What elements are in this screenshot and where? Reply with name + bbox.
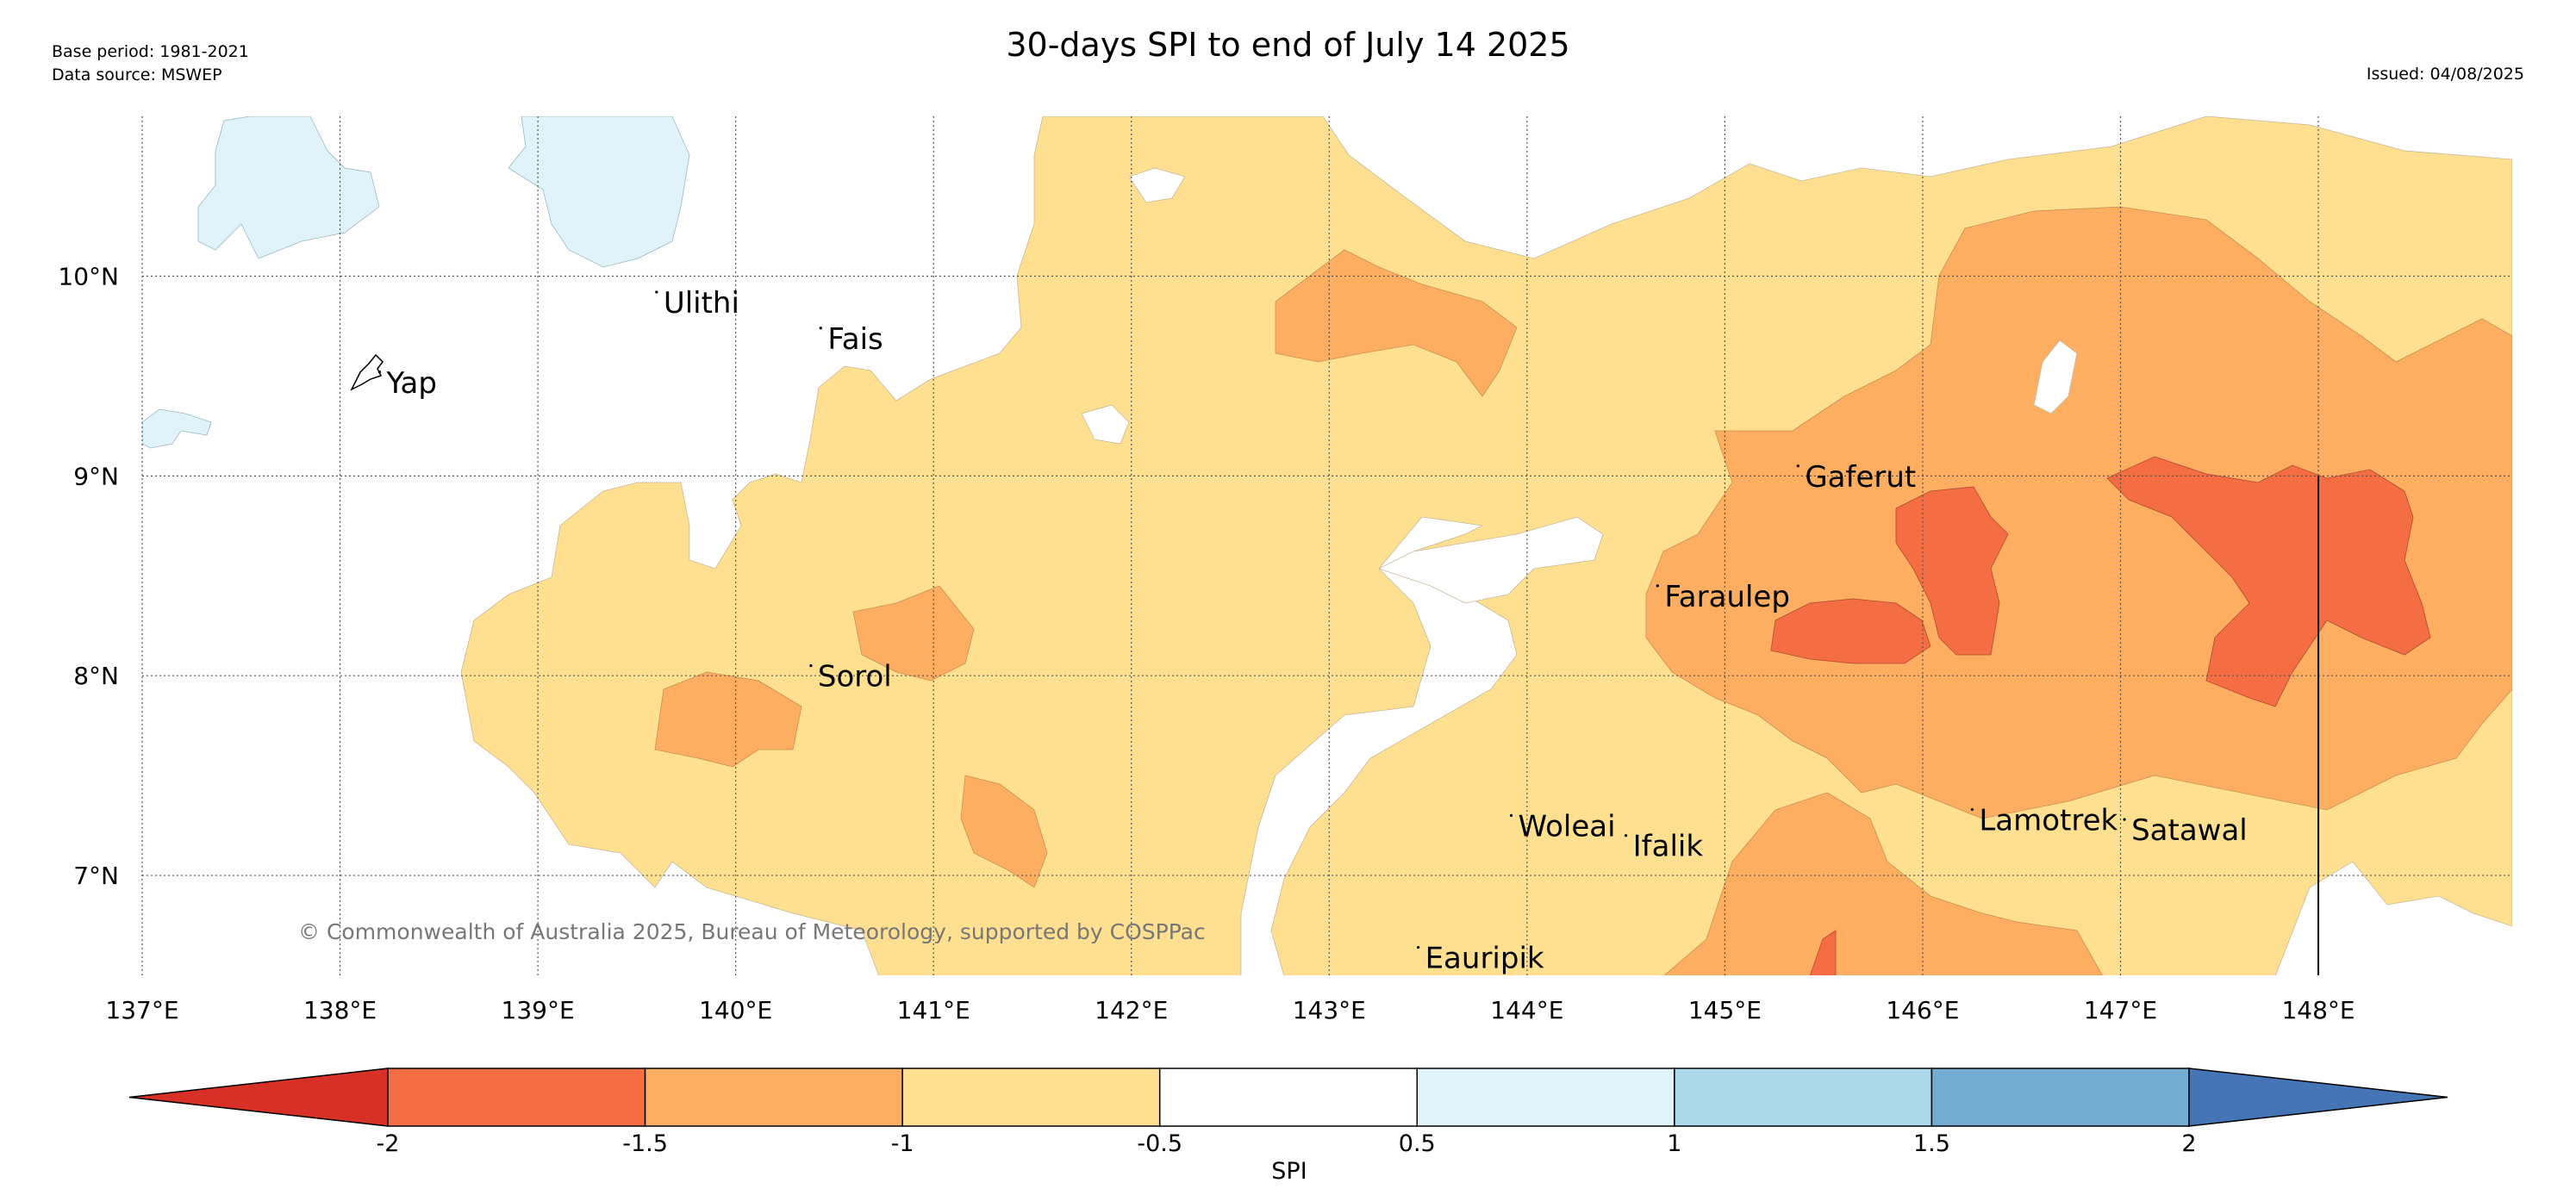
colorbar-tick: -0.5 <box>1137 1130 1182 1157</box>
colorbar-tick: 0.5 <box>1399 1130 1436 1157</box>
colorbar-label: SPI <box>1271 1158 1307 1185</box>
lon-tick-label: 137°E <box>105 996 178 1024</box>
lon-tick-label: 140°E <box>699 996 772 1024</box>
lon-tick-label: 147°E <box>2084 996 2157 1024</box>
colorbar-tick: -2 <box>377 1130 400 1157</box>
colorbar-tick: -1.5 <box>622 1130 668 1157</box>
copyright-text: © Commonwealth of Australia 2025, Bureau… <box>298 919 1206 944</box>
place-label: Faraulep <box>1664 580 1790 614</box>
place-marker <box>1970 807 1974 812</box>
colorbar-segment <box>1930 1068 2190 1127</box>
dry-severe-region <box>1663 792 2103 975</box>
wet-moderate-region <box>142 408 212 449</box>
colorbar-segment <box>644 1068 903 1127</box>
colorbar-tick: -1 <box>891 1130 914 1157</box>
longitude-tick-labels: 137°E 138°E 139°E 140°E 141°E 142°E 143°E 144°E… <box>105 996 2355 1024</box>
place-label: Woleai <box>1518 810 1615 844</box>
lat-tick-label: 10°N <box>58 262 119 290</box>
colorbar <box>128 1068 2448 1127</box>
dry-severe-region <box>852 585 975 682</box>
wet-moderate-region <box>197 116 380 259</box>
graticule <box>141 116 2512 975</box>
colorbar-tick: 1 <box>1667 1130 1681 1157</box>
latitude-tick-labels: 10°N 9°N 8°N 7°N <box>58 262 119 890</box>
colorbar-tick-labels: -2 -1.5 -1 -0.5 0.5 1 1.5 2 <box>377 1130 2197 1157</box>
issued-date: Issued: 04/08/2025 <box>2366 65 2524 84</box>
dry-extreme-region <box>1895 486 2009 656</box>
lat-tick-label: 8°N <box>73 662 119 690</box>
lon-tick-label: 138°E <box>303 996 377 1024</box>
lon-tick-label: 143°E <box>1293 996 1366 1024</box>
place-marker <box>1796 464 1799 468</box>
dry-severe-region <box>960 775 1048 888</box>
place-label: Fais <box>827 322 883 357</box>
yap-island <box>350 353 384 391</box>
lon-tick-label: 139°E <box>502 996 575 1024</box>
lon-tick-label: 145°E <box>1688 996 1762 1024</box>
place-marker <box>1416 945 1420 949</box>
lon-tick-label: 141°E <box>897 996 970 1024</box>
place-label: Lamotrek <box>1979 804 2118 838</box>
place-marker <box>377 370 382 374</box>
place-label: Yap <box>385 366 437 401</box>
lon-tick-label: 146°E <box>1886 996 1959 1024</box>
lat-tick-label: 9°N <box>73 462 119 490</box>
lon-tick-label: 144°E <box>1490 996 1563 1024</box>
base-period-text: Base period: 1981-2021 <box>52 42 249 61</box>
dry-severe-region <box>654 671 802 768</box>
colorbar-extend-low <box>128 1068 389 1127</box>
map-title: 30-days SPI to end of July 14 2025 <box>1006 26 1570 64</box>
lon-tick-label: 142°E <box>1095 996 1168 1024</box>
dry-extreme-region <box>2106 456 2431 707</box>
lat-tick-label: 7°N <box>73 862 119 890</box>
place-marker <box>655 290 658 294</box>
place-marker <box>819 327 822 330</box>
colorbar-tick: 1.5 <box>1913 1130 1950 1157</box>
near-normal-region <box>2033 339 2078 414</box>
place-label: Sorol <box>818 660 892 694</box>
near-normal-region <box>1128 167 1186 203</box>
place-marker <box>809 664 813 668</box>
place-label: Satawal <box>2131 813 2248 848</box>
colorbar-segment <box>1674 1068 1933 1127</box>
lon-tick-label: 148°E <box>2281 996 2355 1024</box>
dry-extreme-region <box>1770 598 1931 664</box>
place-label: Ifalik <box>1633 830 1704 864</box>
place-labels: Yap Ulithi Fais Gaferut Faraulep Sorol Woleai I… <box>377 286 2320 976</box>
colorbar-extend-high <box>2188 1068 2448 1127</box>
place-label: Eauripik <box>1425 942 1544 976</box>
data-source-text: Data source: MSWEP <box>52 65 222 84</box>
near-normal-region <box>1377 516 1604 604</box>
dry-extreme-region <box>1809 930 1837 975</box>
place-marker <box>1656 584 1659 588</box>
colorbar-segment <box>1416 1068 1675 1127</box>
place-marker <box>1625 834 1628 837</box>
wet-moderate-region <box>508 116 690 268</box>
place-marker <box>2123 818 2126 821</box>
colorbar-tick: 2 <box>2181 1130 2196 1157</box>
place-label: Gaferut <box>1805 460 1916 495</box>
colorbar-segment <box>901 1068 1161 1127</box>
colorbar-segment <box>1158 1068 1419 1127</box>
place-marker <box>1509 813 1513 818</box>
place-label: Ulithi <box>664 286 739 321</box>
spi-shading <box>142 116 2512 975</box>
near-normal-region <box>1081 404 1130 445</box>
colorbar-segment <box>387 1068 646 1127</box>
dry-severe-region <box>1275 249 1518 397</box>
meta-info: Base period: 1981-2021 Data source: MSWE… <box>52 40 249 87</box>
